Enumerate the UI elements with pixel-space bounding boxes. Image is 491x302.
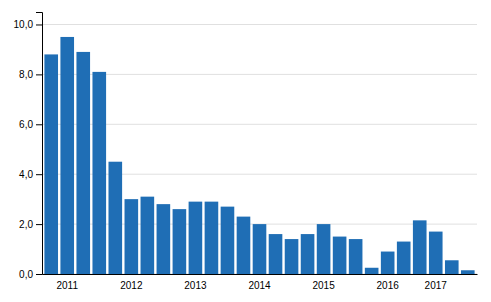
bar bbox=[445, 260, 459, 274]
y-tick: 6,0 bbox=[19, 119, 42, 130]
bar bbox=[205, 202, 219, 274]
y-tick: 2,0 bbox=[19, 219, 42, 230]
bar bbox=[285, 239, 299, 274]
y-tick-label: 2,0 bbox=[19, 219, 33, 230]
chart: 0,02,04,06,08,010,0201120122013201420152… bbox=[0, 0, 491, 302]
y-tick: 4,0 bbox=[19, 169, 42, 180]
x-tick: 2013 bbox=[184, 274, 207, 291]
y-tick-mark bbox=[36, 74, 42, 75]
grid-line bbox=[42, 74, 477, 75]
x-tick: 2011 bbox=[56, 274, 78, 291]
x-axis-line bbox=[43, 274, 478, 275]
bar bbox=[157, 204, 171, 274]
x-tick-label: 2011 bbox=[56, 280, 78, 291]
bar bbox=[92, 72, 106, 274]
x-tick-label: 2013 bbox=[184, 280, 207, 291]
y-tick: 10,0 bbox=[14, 19, 42, 30]
y-tick-mark bbox=[36, 124, 42, 125]
y-tick-mark bbox=[36, 274, 42, 275]
x-tick-label: 2015 bbox=[312, 280, 335, 291]
bars bbox=[44, 37, 474, 274]
x-tick: 2016 bbox=[377, 274, 400, 291]
bar bbox=[349, 239, 363, 274]
bar bbox=[397, 242, 411, 274]
bar bbox=[381, 252, 395, 274]
y-tick-label: 4,0 bbox=[19, 169, 33, 180]
x-tick: 2017 bbox=[425, 274, 448, 291]
x-tick: 2015 bbox=[312, 274, 335, 291]
y-tick: 0,0 bbox=[19, 269, 42, 280]
y-tick: 8,0 bbox=[19, 69, 42, 80]
y-axis: 0,0 2,0 4,0 6,0 8,0 10,0 bbox=[14, 13, 43, 280]
bar bbox=[125, 199, 139, 274]
bar bbox=[221, 207, 235, 274]
y-tick-label: 10,0 bbox=[14, 19, 34, 30]
x-axis: 2011 2012 2013 2014 2015 2016 2017 bbox=[43, 274, 478, 291]
y-tick-mark bbox=[36, 24, 42, 25]
bar bbox=[301, 234, 315, 274]
y-tick-label: 0,0 bbox=[19, 269, 33, 280]
bar bbox=[44, 54, 58, 274]
x-tick-label: 2012 bbox=[120, 280, 143, 291]
bar bbox=[173, 209, 187, 274]
y-tick-label: 8,0 bbox=[19, 69, 33, 80]
bar bbox=[237, 217, 251, 274]
y-tick-label: 6,0 bbox=[19, 119, 33, 130]
grid-line bbox=[42, 174, 477, 175]
bar bbox=[365, 268, 379, 274]
y-tick-mark bbox=[36, 224, 42, 225]
bar bbox=[141, 197, 155, 274]
bar bbox=[60, 37, 74, 274]
bar bbox=[333, 237, 347, 274]
y-tick-mark bbox=[36, 174, 42, 175]
bar bbox=[189, 202, 203, 274]
bar bbox=[413, 220, 427, 274]
y-axis-line bbox=[36, 13, 43, 275]
grid bbox=[42, 24, 477, 274]
x-tick-label: 2017 bbox=[425, 280, 448, 291]
x-tick-label: 2016 bbox=[377, 280, 400, 291]
plot: 0,02,04,06,08,010,0201120122013201420152… bbox=[14, 13, 478, 292]
bar bbox=[269, 234, 283, 274]
grid-line bbox=[42, 24, 477, 25]
grid-line bbox=[42, 124, 477, 125]
bar bbox=[108, 162, 122, 274]
bar bbox=[76, 52, 90, 274]
bar bbox=[253, 224, 267, 274]
bar bbox=[461, 270, 475, 274]
x-tick: 2014 bbox=[248, 274, 271, 291]
x-tick: 2012 bbox=[120, 274, 143, 291]
bar bbox=[317, 224, 331, 274]
x-tick-label: 2014 bbox=[248, 280, 271, 291]
bar bbox=[429, 232, 443, 274]
